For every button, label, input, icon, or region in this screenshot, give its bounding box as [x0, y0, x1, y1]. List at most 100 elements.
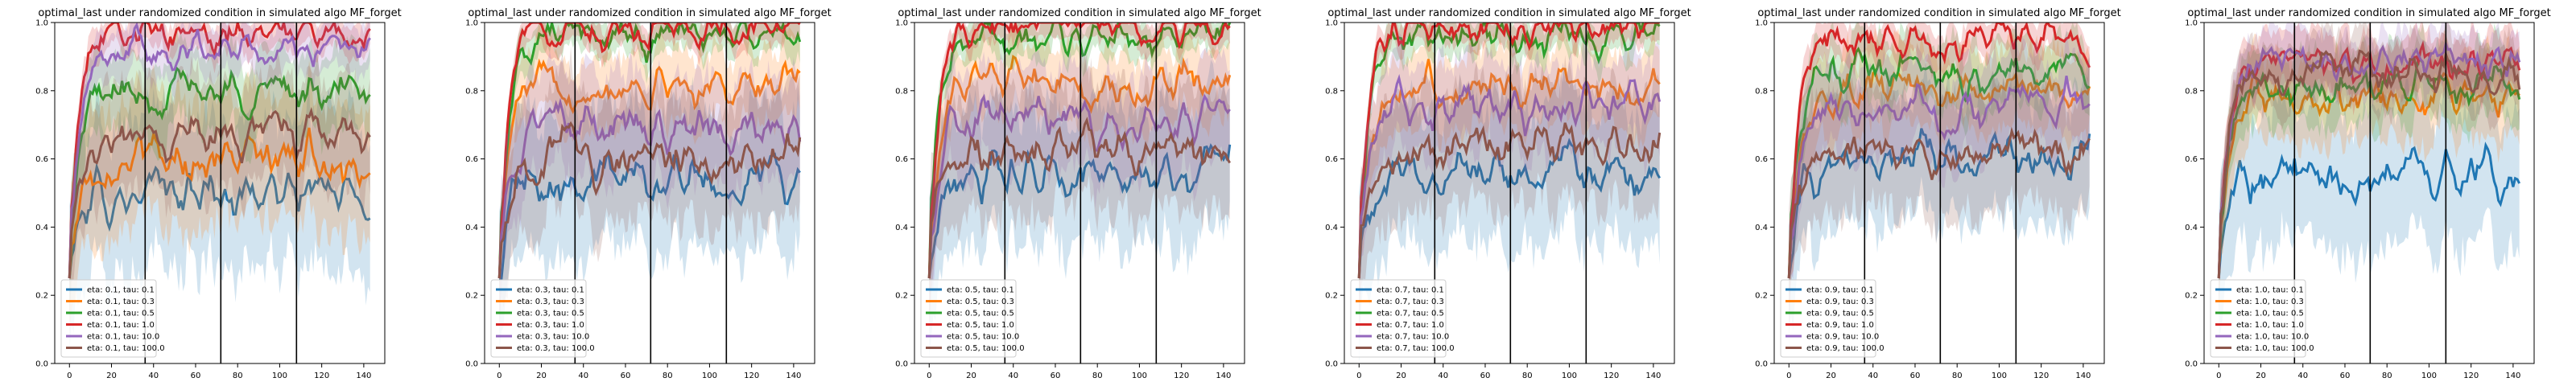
legend-box — [1350, 279, 1447, 358]
x-tick-label: 0 — [1786, 372, 1791, 380]
x-tick-label: 0 — [67, 372, 72, 380]
plot-area — [68, 23, 371, 363]
legend-label-3: eta: 0.1, tau: 0.5 — [87, 310, 155, 318]
chart-panel-1: optimal_last under randomized condition … — [35, 7, 402, 380]
y-tick-label: 0.2 — [2185, 292, 2198, 301]
x-tick-label: 140 — [356, 372, 371, 380]
y-tick-label: 1.0 — [465, 19, 478, 28]
y-tick-label: 1.0 — [35, 19, 48, 28]
x-tick-label: 80 — [1522, 372, 1533, 380]
series-band-5 — [69, 23, 370, 298]
legend-label-5: eta: 1.0, tau: 10.0 — [2236, 333, 2309, 342]
series-band-5 — [2219, 23, 2520, 301]
series-band-3 — [499, 23, 800, 297]
x-tick-label: 140 — [1645, 372, 1661, 380]
plot-area — [1357, 23, 1662, 363]
y-tick-label: 0.6 — [895, 155, 908, 164]
series-line-5 — [1357, 73, 1662, 279]
y-tick-label: 0.0 — [2185, 360, 2198, 369]
legend-box — [2210, 279, 2306, 358]
legend: eta: 0.7, tau: 0.1 eta: 0.7, tau: 0.3 eta:… — [1350, 279, 1455, 358]
series-line-5 — [927, 93, 1231, 279]
plot-frame — [484, 22, 815, 364]
x-tick-label: 100 — [1562, 372, 1577, 380]
plot-frame — [2203, 22, 2535, 364]
y-tick-label: 0.0 — [1325, 360, 1338, 369]
series-band-3 — [1789, 23, 2090, 303]
legend-label-1: eta: 0.3, tau: 0.1 — [517, 286, 584, 295]
legend-label-3: eta: 0.9, tau: 0.5 — [1806, 310, 1874, 318]
y-tick-label: 0.8 — [2185, 87, 2198, 96]
legend-label-3: eta: 1.0, tau: 0.5 — [2236, 310, 2304, 318]
x-tick-label: 120 — [1604, 372, 1619, 380]
plot-area — [1787, 23, 2091, 363]
series-band-4 — [1789, 23, 2090, 303]
x-tick-label: 40 — [1008, 372, 1018, 380]
x-tick-label: 40 — [578, 372, 588, 380]
y-tick-label: 0.4 — [35, 224, 48, 232]
chart-panel-2: optimal_last under randomized condition … — [465, 7, 832, 380]
x-tick-label: 80 — [1952, 372, 1963, 380]
x-tick-label: 20 — [1396, 372, 1406, 380]
y-tick-label: 0.8 — [1325, 87, 1338, 96]
x-tick-label: 80 — [1092, 372, 1103, 380]
x-tick-label: 60 — [621, 372, 631, 380]
y-tick-label: 0.2 — [35, 292, 48, 301]
legend-label-6: eta: 0.1, tau: 100.0 — [87, 344, 165, 353]
x-tick-label: 100 — [272, 372, 287, 380]
plot-frame — [1344, 22, 1675, 364]
chart-title: optimal_last under randomized condition … — [1757, 7, 2120, 19]
legend: eta: 0.1, tau: 0.1 eta: 0.1, tau: 0.3 eta:… — [60, 279, 165, 358]
series-band-3 — [929, 23, 1230, 298]
y-tick-label: 0.2 — [465, 292, 478, 301]
y-tick-label: 0.0 — [895, 360, 908, 369]
y-tick-label: 0.6 — [1755, 155, 1768, 164]
y-tick-label: 0.6 — [1325, 155, 1338, 164]
legend-label-2: eta: 0.3, tau: 0.3 — [517, 298, 584, 306]
legend-label-1: eta: 0.9, tau: 0.1 — [1806, 286, 1874, 295]
legend-box — [920, 279, 1017, 358]
x-tick-label: 60 — [1051, 372, 1061, 380]
series-line-3 — [2217, 55, 2521, 279]
legend-label-6: eta: 0.9, tau: 100.0 — [1806, 344, 1885, 353]
x-tick-label: 0 — [2216, 372, 2221, 380]
x-tick-label: 20 — [966, 372, 976, 380]
legend-box — [490, 279, 587, 358]
x-tick-label: 40 — [148, 372, 159, 380]
x-tick-label: 100 — [2421, 372, 2437, 380]
x-tick-label: 20 — [106, 372, 117, 380]
legend-label-5: eta: 0.1, tau: 10.0 — [87, 333, 159, 342]
legend-label-2: eta: 0.7, tau: 0.3 — [1377, 298, 1444, 306]
x-tick-label: 140 — [2505, 372, 2520, 380]
x-tick-label: 140 — [2075, 372, 2091, 380]
chart-panel-4: optimal_last under randomized condition … — [1325, 7, 1691, 380]
x-tick-label: 40 — [1438, 372, 1448, 380]
x-tick-label: 100 — [702, 372, 717, 380]
plot-frame — [1773, 22, 2105, 364]
y-tick-label: 0.6 — [35, 155, 48, 164]
series-line-2 — [1357, 59, 1661, 279]
x-tick-label: 20 — [2256, 372, 2266, 380]
chart-title: optimal_last under randomized condition … — [2187, 7, 2550, 19]
legend-label-1: eta: 1.0, tau: 0.1 — [2236, 286, 2304, 295]
plot-frame — [54, 22, 386, 364]
legend-label-6: eta: 0.5, tau: 100.0 — [947, 344, 1025, 353]
y-tick-label: 0.4 — [1755, 224, 1768, 232]
series-line-5 — [1787, 76, 2091, 279]
series-line-4 — [1357, 23, 1660, 279]
x-tick-label: 40 — [2297, 372, 2308, 380]
y-tick-label: 1.0 — [1755, 19, 1768, 28]
legend-label-6: eta: 0.3, tau: 100.0 — [517, 344, 595, 353]
legend-label-4: eta: 0.1, tau: 1.0 — [87, 321, 155, 330]
legend-label-1: eta: 0.7, tau: 0.1 — [1377, 286, 1444, 295]
chart-title: optimal_last under randomized condition … — [898, 7, 1261, 19]
x-tick-label: 20 — [536, 372, 547, 380]
y-tick-label: 0.4 — [1325, 224, 1338, 232]
series-line-6 — [2217, 49, 2521, 279]
y-tick-label: 0.4 — [895, 224, 908, 232]
x-tick-label: 60 — [2340, 372, 2351, 380]
x-tick-label: 120 — [744, 372, 759, 380]
legend-label-2: eta: 1.0, tau: 0.3 — [2236, 298, 2304, 306]
series-line-2 — [2217, 72, 2520, 279]
x-tick-label: 60 — [1480, 372, 1491, 380]
